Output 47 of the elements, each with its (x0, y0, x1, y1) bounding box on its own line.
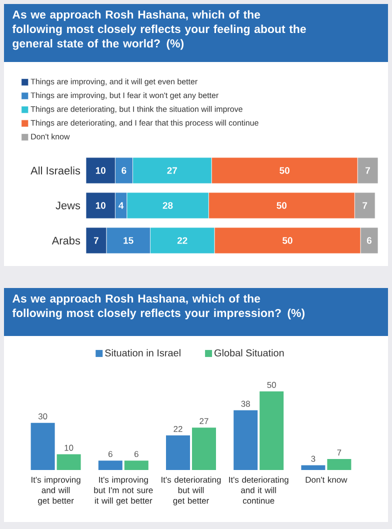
data-label: 27 (200, 418, 208, 424)
data-label: 50 (280, 167, 290, 174)
x-tick-label: It's improving and will get better (32, 476, 80, 506)
x-tick-label: Don't know (306, 476, 348, 483)
y-tick-label: Jews (56, 202, 80, 210)
data-label: 27 (167, 167, 177, 174)
data-label: 50 (276, 202, 287, 209)
x-tick-label: It's deteriorating and it will continue (229, 476, 288, 504)
data-label: 10 (64, 444, 74, 451)
x-tick-label: It's deteriorating but will get better (162, 476, 221, 506)
bar (260, 391, 284, 470)
data-label: 50 (267, 382, 276, 388)
data-label: 6 (122, 167, 126, 174)
legend-label: Global Situation (214, 349, 284, 356)
data-label: 6 (108, 451, 112, 458)
data-label: 28 (162, 202, 173, 209)
bar (301, 465, 326, 470)
bar (124, 460, 148, 470)
data-label: 30 (38, 413, 48, 420)
data-label: 3 (311, 456, 316, 462)
bar (327, 459, 352, 470)
data-label: 6 (366, 237, 372, 244)
data-label: 7 (337, 450, 342, 456)
y-tick-label: Arabs (52, 236, 80, 245)
chart-title: As we approach Rosh Hashana, which of the following most closely reflects your feeling about the general state of the world? (%) (12, 10, 306, 50)
data-label: 7 (366, 167, 370, 174)
data-label: 22 (177, 237, 188, 244)
data-label: 22 (174, 426, 182, 432)
bar (192, 428, 216, 470)
data-label: 7 (94, 237, 98, 244)
data-label: 10 (96, 202, 106, 209)
data-label: 7 (362, 202, 368, 209)
data-label: 6 (134, 451, 138, 458)
chart-title: As we approach Rosh Hashana, which of the following most closely reflects your impression? (%) (12, 294, 304, 320)
bar (166, 435, 190, 470)
data-label: 38 (241, 400, 250, 407)
data-label: 50 (282, 237, 292, 244)
data-label: 15 (124, 237, 134, 244)
bar (56, 454, 81, 470)
legend-label: Situation in Israel (105, 349, 180, 356)
x-tick-label: It's improving but I'm not sure it will get better (94, 476, 153, 506)
bar (234, 410, 258, 470)
data-label: 4 (118, 202, 124, 209)
data-label: 10 (96, 167, 106, 174)
y-tick-label: All Israelis (30, 166, 80, 175)
bar (30, 422, 55, 470)
bar (98, 460, 122, 470)
